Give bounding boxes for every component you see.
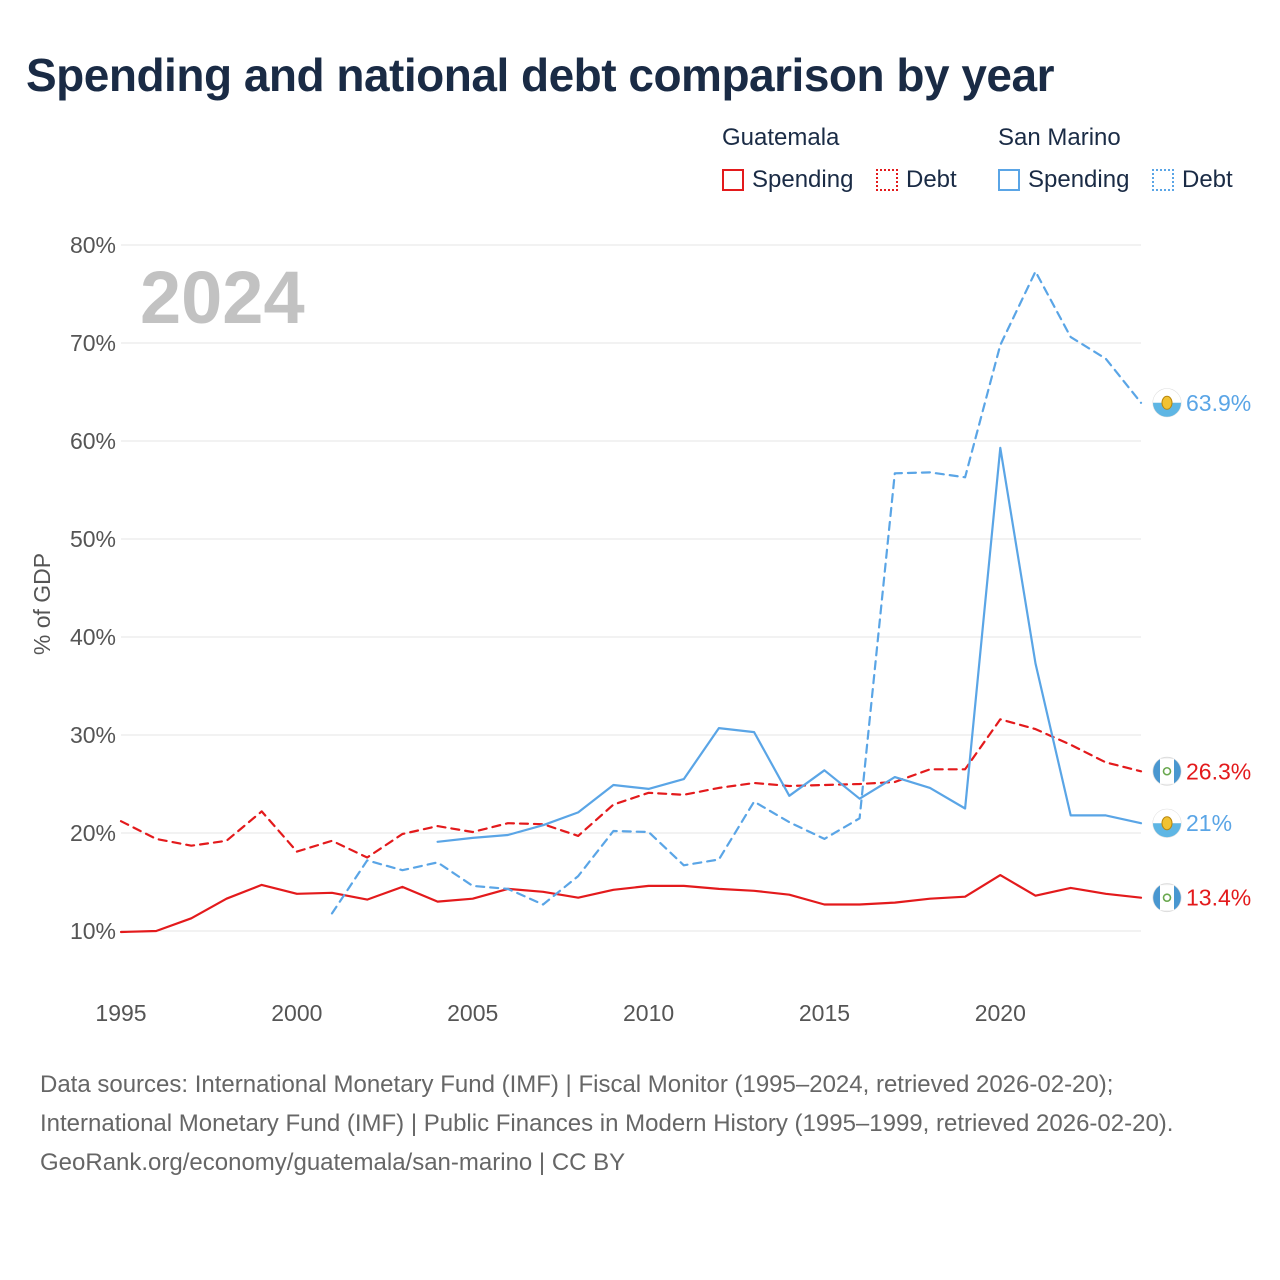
guatemala-flag-icon bbox=[1152, 883, 1182, 913]
dotted-swatch-icon bbox=[876, 169, 898, 191]
x-tick-labels: 1995 2000 2005 2010 2015 2020 bbox=[95, 1000, 1025, 1026]
y-axis-label: % of GDP bbox=[29, 553, 55, 655]
x-tick-label: 2000 bbox=[271, 1000, 322, 1026]
end-value-label: 21% bbox=[1186, 810, 1232, 836]
attribution-link[interactable]: GeoRank.org/economy/guatemala/san-marino… bbox=[40, 1149, 626, 1176]
y-tick-label: 70% bbox=[70, 330, 116, 356]
solid-swatch-icon bbox=[722, 169, 744, 191]
year-badge: 2024 bbox=[140, 256, 305, 339]
y-tick-labels: 10% 20% 30% 40% 50% 60% 70% 80% bbox=[70, 232, 116, 944]
series-line-guatemala-spending[interactable] bbox=[119, 873, 1143, 934]
legend-item-debt[interactable]: Debt bbox=[1152, 166, 1233, 194]
series-line-san-marino-spending[interactable] bbox=[436, 446, 1143, 843]
series-line-guatemala-debt[interactable] bbox=[119, 718, 1143, 859]
data-sources: Data sources: International Monetary Fun… bbox=[40, 1071, 1174, 1137]
legend-item-spending[interactable]: Spending bbox=[998, 166, 1129, 194]
x-tick-label: 2020 bbox=[975, 1000, 1026, 1026]
legend-item-label: Spending bbox=[752, 166, 854, 193]
y-tick-label: 60% bbox=[70, 428, 116, 454]
grid-lines bbox=[121, 244, 1141, 932]
dotted-swatch-icon bbox=[1152, 169, 1174, 191]
footer: Data sources: International Monetary Fun… bbox=[40, 1065, 1240, 1182]
x-tick-label: 2005 bbox=[447, 1000, 498, 1026]
legend-item-spending[interactable]: Spending bbox=[722, 166, 853, 194]
page-title: Spending and national debt comparison by… bbox=[26, 49, 1055, 101]
san-marino-flag-icon bbox=[1152, 388, 1182, 418]
legend-item-debt[interactable]: Debt bbox=[876, 166, 957, 194]
series-lines bbox=[119, 270, 1143, 934]
legend-country-label: San Marino bbox=[998, 124, 1121, 151]
y-tick-label: 30% bbox=[70, 722, 116, 748]
x-tick-label: 2015 bbox=[799, 1000, 850, 1026]
legend-country-label: Guatemala bbox=[722, 124, 840, 151]
end-value-label: 26.3% bbox=[1186, 758, 1251, 784]
y-tick-label: 20% bbox=[70, 820, 116, 846]
y-tick-label: 10% bbox=[70, 918, 116, 944]
solid-swatch-icon bbox=[998, 169, 1020, 191]
y-tick-label: 80% bbox=[70, 232, 116, 258]
y-tick-label: 40% bbox=[70, 624, 116, 650]
san-marino-flag-icon bbox=[1152, 808, 1182, 838]
legend-item-label: Spending bbox=[1028, 166, 1130, 193]
x-tick-label: 2010 bbox=[623, 1000, 674, 1026]
line-chart: 2024 10% 20% 30% 40% 50% 60% 70% 80% 1995 2000 20… bbox=[29, 232, 1251, 1026]
series-line-san-marino-debt[interactable] bbox=[330, 270, 1143, 915]
y-tick-label: 50% bbox=[70, 526, 116, 552]
series-end-markers: 26.3% 13.4% 63.9% 21% bbox=[1152, 388, 1251, 913]
legend-item-label: Debt bbox=[1182, 166, 1233, 193]
x-tick-label: 1995 bbox=[95, 1000, 146, 1026]
legend-item-label: Debt bbox=[906, 166, 957, 193]
end-value-label: 63.9% bbox=[1186, 390, 1251, 416]
guatemala-flag-icon bbox=[1152, 756, 1182, 786]
end-value-label: 13.4% bbox=[1186, 885, 1251, 911]
